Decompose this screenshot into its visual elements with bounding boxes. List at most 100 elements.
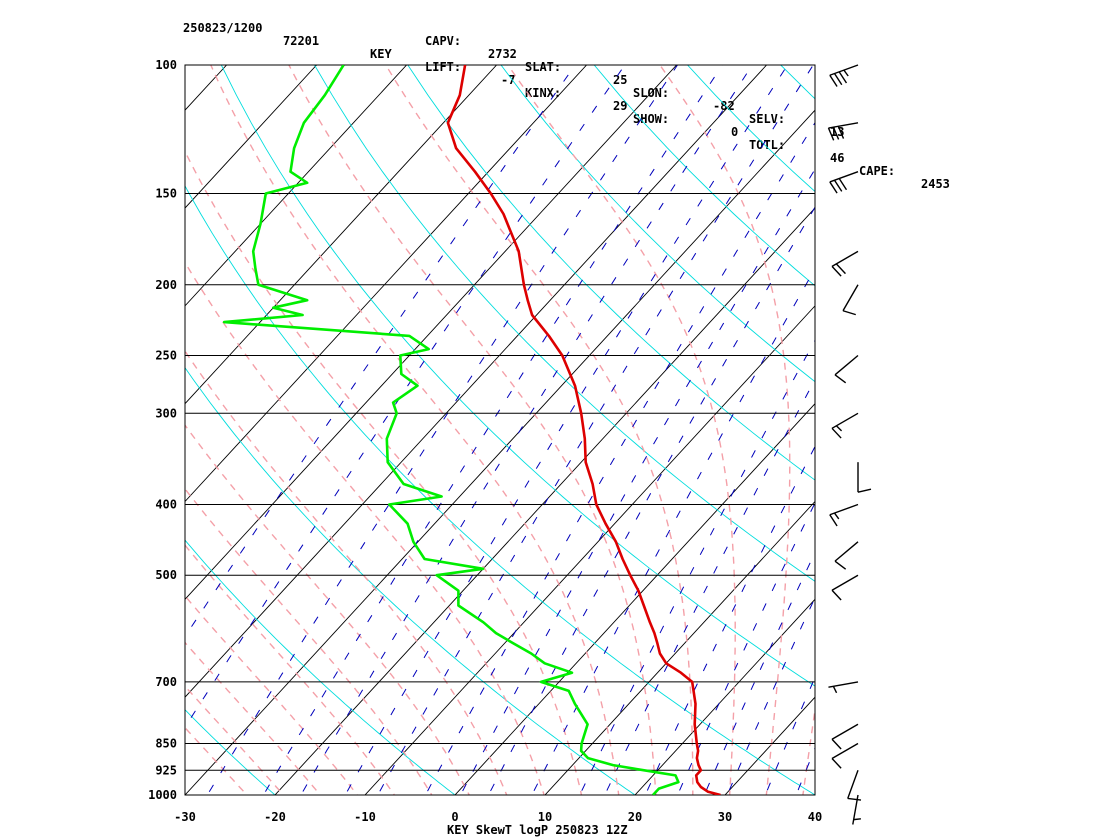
background-lines [0, 65, 1120, 811]
wind-barb [834, 354, 859, 384]
wind-barb-staff [829, 503, 859, 516]
isotherm-line [185, 65, 317, 209]
mixing-ratio-line [206, 65, 678, 795]
lift-value: -7 [501, 73, 516, 87]
kinx-label: KINX: [525, 86, 562, 100]
wind-barb-flag [834, 374, 847, 384]
mixing-ratio-line [424, 121, 815, 795]
selv-label: SELV: [749, 112, 786, 126]
mixing-ratio-line [300, 65, 753, 795]
moist-adiabat-line [185, 594, 359, 795]
wind-barb-flag [835, 263, 846, 275]
moist-adiabat-line [385, 65, 694, 795]
station-id: 72201 [283, 34, 320, 48]
isotherm-line [185, 65, 767, 698]
moist-adiabat-line [185, 349, 508, 795]
mixing-ratio-line [377, 65, 814, 795]
wind-barb-staff [842, 284, 859, 312]
moist-adiabat-line [659, 65, 791, 795]
wind-barb [828, 681, 859, 694]
dry-adiabat-line [220, 65, 815, 687]
isotherm-line [185, 65, 677, 601]
date-time: 250823/1200 [183, 21, 263, 35]
isotherm-line [724, 696, 815, 795]
mixing-ratio-line [487, 206, 815, 795]
isotherm-line [454, 403, 815, 795]
wind-barb-staff [828, 681, 859, 688]
dry-adiabat-line [874, 65, 1120, 811]
mixing-ratio-line [726, 596, 815, 795]
pressure-label: 500 [155, 568, 177, 582]
mixing-ratio-line [185, 65, 576, 638]
moist-adiabat-line [802, 705, 815, 795]
wind-barb-half-flag [853, 818, 861, 821]
wind-barb-staff [829, 171, 859, 183]
moist-adiabat-line [210, 65, 620, 795]
wind-barb-staff [831, 742, 859, 760]
wind-barb [831, 574, 859, 601]
dewpoint-profile-line [222, 65, 680, 795]
moist-adiabat-line [185, 726, 248, 795]
pressure-label: 700 [155, 675, 177, 689]
wind-barb-flag [829, 74, 838, 87]
temperature-tick-label: -30 [174, 810, 196, 824]
isotherm-line [185, 65, 407, 307]
wind-barb [829, 503, 859, 527]
isobars [185, 64, 815, 796]
cape-label: CAPE: [859, 164, 896, 178]
wind-barb-flag [833, 73, 843, 86]
dry-adiabat-line [593, 65, 815, 287]
mixing-ratio-line [764, 676, 815, 795]
dry-adiabat-line [0, 65, 110, 811]
wind-barb-half-flag [843, 69, 849, 77]
wind-barb [834, 541, 859, 570]
isotherm-line [544, 500, 815, 795]
temperature-tick-label: 40 [808, 810, 822, 824]
mixing-ratio-line [604, 378, 815, 795]
chart-footer-title: KEY SkewT logP 250823 12Z [447, 823, 628, 837]
wind-barb-flag [857, 488, 872, 493]
isotherm-line [185, 65, 497, 405]
wind-barb-flag [834, 560, 847, 570]
slat-value: 25 [613, 73, 628, 87]
isotherm-line [185, 109, 815, 795]
dry-adiabat-line [1060, 65, 1120, 811]
wind-barb-flag [847, 797, 862, 801]
wind-barb-flag [837, 126, 845, 139]
mixing-ratio-line [795, 746, 815, 795]
pressure-label: 300 [155, 406, 177, 420]
capv-label: CAPV: [425, 34, 462, 48]
plot-frame [184, 64, 816, 796]
totl-label: TOTL: [749, 138, 786, 152]
mixing-ratio-line [676, 501, 815, 795]
wind-barb-flag [829, 514, 838, 527]
moist-adiabat-line [185, 685, 285, 795]
pressure-label: 100 [155, 58, 177, 72]
pressure-label: 850 [155, 736, 177, 750]
isotherm-line [274, 207, 815, 795]
isotherm-line [891, 65, 1120, 810]
temperature-tick-label: -10 [354, 810, 376, 824]
moist-adiabat-line [185, 260, 545, 795]
temperature-labels: -30 -20 -10 0 10 20 30 40 [174, 810, 822, 824]
wind-barb-flag [831, 738, 842, 750]
moist-adiabat-line [185, 487, 433, 795]
wind-barb [827, 122, 859, 141]
isotherm-line [185, 65, 227, 111]
pressure-labels: 100 150 200 250 300 400 500 700 850 925 1000 [148, 58, 177, 802]
station-name: KEY [370, 47, 392, 61]
dry-adiabat-line [185, 366, 636, 795]
wind-barb-flag [831, 427, 842, 439]
kinx-value: 29 [613, 99, 628, 113]
isotherm-line [0, 65, 47, 810]
wind-barb-flag [829, 181, 838, 194]
temperature-profile-line [446, 65, 721, 795]
cape-value: 2453 [921, 177, 950, 191]
moist-adiabat-line [185, 150, 583, 795]
wind-barb [831, 742, 859, 769]
moist-adiabat-line [288, 65, 657, 795]
wind-barb-staff [831, 723, 859, 740]
dry-adiabat-line [185, 185, 815, 795]
pressure-label: 250 [155, 348, 177, 362]
